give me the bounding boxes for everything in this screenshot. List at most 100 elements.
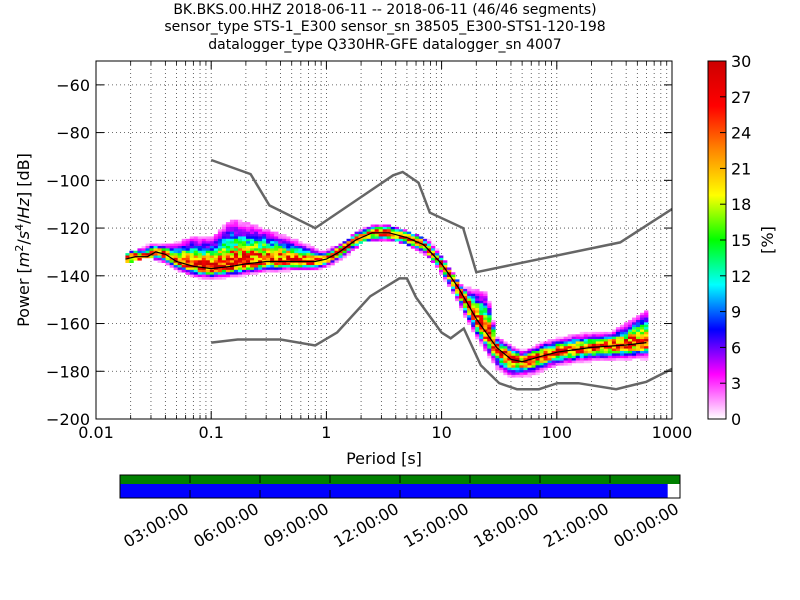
psd-cell bbox=[350, 245, 355, 249]
psd-cell bbox=[487, 327, 492, 330]
psd-cell bbox=[595, 336, 601, 340]
colorbar-tick-label: 15 bbox=[731, 231, 751, 250]
psd-cell bbox=[310, 250, 315, 254]
psd-cell bbox=[197, 269, 203, 273]
psd-cell bbox=[294, 243, 299, 247]
psd-cell bbox=[475, 315, 480, 318]
psd-cell bbox=[254, 253, 259, 256]
psd-cell bbox=[430, 248, 436, 252]
psd-cell bbox=[503, 346, 508, 349]
psd-cell bbox=[242, 224, 247, 228]
psd-cell bbox=[270, 265, 275, 268]
psd-cell bbox=[274, 253, 279, 256]
psd-cell bbox=[278, 243, 283, 247]
psd-cell bbox=[221, 257, 227, 261]
psd-cell bbox=[318, 262, 323, 266]
psd-cell bbox=[587, 334, 593, 337]
psd-cell bbox=[511, 348, 516, 352]
psd-cell bbox=[615, 341, 621, 345]
psd-cell bbox=[310, 257, 315, 261]
psd-cell bbox=[294, 245, 299, 249]
psd-cell bbox=[165, 243, 170, 247]
psd-cell bbox=[575, 339, 581, 342]
psd-cell bbox=[306, 248, 311, 252]
psd-cell bbox=[636, 327, 641, 330]
psd-cell bbox=[463, 312, 468, 316]
psd-cell bbox=[547, 339, 552, 342]
psd-cell bbox=[141, 250, 146, 254]
psd-cell bbox=[366, 226, 371, 230]
psd-cell bbox=[282, 234, 287, 237]
psd-cell bbox=[342, 245, 347, 249]
timeline-gap-bar bbox=[120, 484, 668, 498]
psd-cell bbox=[242, 269, 247, 273]
psd-cell bbox=[555, 341, 560, 345]
psd-cell bbox=[173, 262, 178, 266]
psd-cell bbox=[221, 253, 227, 256]
psd-cell bbox=[487, 341, 492, 345]
psd-cell bbox=[133, 257, 138, 261]
psd-cell bbox=[595, 348, 601, 352]
psd-cell bbox=[338, 245, 343, 249]
psd-cell bbox=[262, 257, 267, 261]
psd-cell bbox=[563, 341, 568, 345]
psd-cell bbox=[591, 334, 597, 337]
psd-cell bbox=[302, 245, 307, 249]
psd-cell bbox=[237, 262, 243, 266]
psd-cell bbox=[451, 274, 456, 278]
psd-cell bbox=[640, 322, 645, 326]
psd-cell bbox=[644, 339, 649, 342]
psd-cell bbox=[402, 238, 408, 242]
psd-cell bbox=[603, 348, 609, 352]
psd-cell bbox=[290, 265, 295, 268]
psd-cell bbox=[479, 305, 484, 309]
psd-cell bbox=[221, 255, 227, 259]
psd-cell bbox=[587, 343, 593, 347]
psd-cell bbox=[511, 353, 516, 357]
psd-cell bbox=[181, 238, 187, 242]
psd-cell bbox=[491, 355, 496, 359]
psd-cell bbox=[246, 255, 251, 259]
psd-cell bbox=[209, 243, 215, 247]
psd-cell bbox=[619, 355, 625, 359]
psd-cell bbox=[426, 250, 432, 254]
psd-cell bbox=[499, 362, 504, 366]
psd-cell bbox=[418, 241, 424, 244]
psd-cell bbox=[302, 267, 307, 271]
timeline-tick-label: 12:00:00 bbox=[330, 499, 402, 551]
psd-cell bbox=[270, 234, 275, 237]
psd-cell bbox=[640, 327, 645, 330]
psd-cell bbox=[503, 365, 508, 368]
psd-cell bbox=[237, 243, 243, 247]
psd-cell bbox=[414, 238, 420, 242]
psd-cell bbox=[567, 339, 572, 342]
psd-cell bbox=[362, 229, 367, 232]
psd-cell bbox=[217, 231, 223, 235]
psd-cell bbox=[503, 348, 508, 352]
y-axis-label-part: / bbox=[14, 239, 33, 245]
psd-cell bbox=[298, 265, 303, 268]
psd-cell bbox=[487, 317, 492, 321]
psd-cell bbox=[185, 241, 191, 244]
psd-cell bbox=[254, 262, 259, 266]
psd-cell bbox=[366, 238, 371, 242]
psd-cell bbox=[225, 267, 231, 271]
psd-cell bbox=[274, 250, 279, 254]
psd-cell bbox=[374, 226, 380, 230]
x-axis-label: Period [s] bbox=[346, 449, 422, 468]
psd-cell bbox=[246, 265, 251, 268]
psd-cell bbox=[475, 334, 480, 337]
psd-cell bbox=[254, 245, 259, 249]
psd-cell bbox=[242, 241, 247, 244]
psd-cell bbox=[258, 253, 263, 256]
psd-cell bbox=[181, 260, 187, 263]
psd-cell bbox=[547, 353, 552, 357]
psd-cell bbox=[563, 346, 568, 349]
x-tick-label: 100 bbox=[542, 423, 573, 442]
psd-cell bbox=[173, 257, 178, 261]
psd-cell bbox=[499, 360, 504, 364]
psd-cell bbox=[266, 245, 271, 249]
psd-cell bbox=[314, 257, 319, 261]
psd-cell bbox=[543, 360, 548, 364]
